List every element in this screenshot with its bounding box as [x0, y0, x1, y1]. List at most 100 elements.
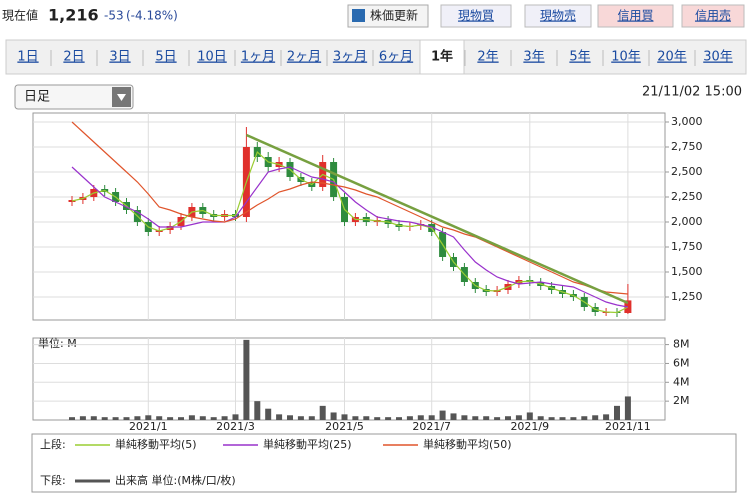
y-tick-label: 2,250 [671, 190, 703, 203]
volume-bar [199, 416, 206, 420]
change-pct: (-4.18%) [126, 9, 178, 23]
legend-box [31, 433, 737, 493]
y-tick-label: 1,750 [671, 240, 703, 253]
volume-unit: 単位: M [38, 336, 77, 350]
trade-button[interactable] [524, 4, 592, 28]
y-tick-label: 2,000 [671, 215, 703, 228]
volume-bar [330, 412, 337, 420]
volume-bar [297, 416, 304, 420]
trade-button[interactable] [597, 4, 674, 28]
legend-upper: 上段: [40, 437, 66, 451]
volume-bar [352, 416, 359, 420]
period-select[interactable] [14, 84, 134, 110]
volume-bar [167, 417, 174, 420]
tab[interactable]: 1日 [17, 50, 38, 65]
trade-button[interactable] [440, 4, 512, 28]
volume-bar [592, 415, 599, 420]
volume-bar [581, 416, 588, 420]
volume-bar [515, 415, 522, 420]
volume-bar [178, 417, 184, 420]
tab[interactable]: 2日 [63, 50, 84, 65]
tab[interactable]: 2年 [477, 50, 498, 65]
tab[interactable]: 6ヶ月 [379, 50, 413, 65]
tab[interactable]: 5日 [155, 50, 176, 65]
volume-bar [374, 417, 381, 420]
x-tick-label: 2021/5 [325, 420, 364, 433]
x-tick-label: 2021/7 [412, 420, 451, 433]
x-tick-label: 2021/3 [216, 420, 255, 433]
volume-bar [439, 410, 446, 420]
price-plot [32, 112, 666, 321]
y-tick-label: 3,000 [671, 115, 703, 128]
tab[interactable]: 3日 [109, 50, 130, 65]
volume-bar [559, 417, 566, 420]
volume-bar [145, 415, 152, 420]
tab[interactable]: 20年 [657, 50, 687, 65]
volume-bar [308, 416, 315, 420]
volume-bar [505, 416, 511, 420]
select-arrow [117, 94, 126, 101]
volume-bar [112, 417, 119, 420]
volume-bar [417, 415, 424, 420]
price: 1,216 [48, 6, 99, 25]
volume-tick-label: 8M [673, 338, 690, 351]
trade-button-text: 信用売 [695, 8, 731, 23]
volume-bar [396, 417, 402, 420]
legend-label: 単純移動平均(50) [423, 437, 512, 451]
refresh-icon [352, 9, 365, 22]
tab[interactable]: 3ヶ月 [333, 50, 367, 65]
tab[interactable]: 1ヶ月 [241, 50, 275, 65]
volume-bar [221, 416, 228, 420]
volume-bar [614, 405, 620, 420]
volume-bar [341, 414, 348, 420]
change: -53 [104, 9, 124, 23]
volume-bar [406, 416, 413, 420]
x-tick-label: 2021/11 [605, 420, 651, 433]
volume-bar [494, 417, 501, 420]
trend-line [245, 133, 629, 305]
tab[interactable]: 10年 [611, 50, 641, 65]
trade-button-text: 現物売 [540, 8, 576, 23]
tab[interactable]: 1年 [431, 49, 453, 65]
volume-bar [603, 414, 610, 420]
tab[interactable]: 10日 [197, 50, 227, 65]
legend-lower: 下段: [40, 473, 66, 487]
volume-bar [363, 416, 370, 420]
trade-button[interactable] [681, 4, 745, 28]
moving-average-line [71, 121, 628, 295]
y-tick-label: 1,500 [671, 265, 703, 278]
volume-bar [461, 415, 468, 420]
tab[interactable]: 3年 [523, 50, 544, 65]
legend-label: 単純移動平均(5) [115, 437, 197, 451]
volume-bar [526, 412, 533, 420]
price-label: 現在値 [2, 8, 38, 23]
volume-bar [548, 417, 555, 420]
volume-bar [79, 416, 86, 420]
tab-bar [5, 39, 747, 75]
refresh-text: 株価更新 [370, 8, 418, 23]
volume-bar [210, 417, 217, 420]
volume-bar [276, 414, 283, 420]
tab[interactable]: 30年 [703, 50, 733, 65]
volume-bar [90, 416, 97, 420]
volume-bar [428, 415, 435, 420]
tab[interactable]: 5年 [569, 50, 590, 65]
volume-tick-label: 4M [673, 375, 690, 388]
volume-bar [156, 416, 163, 420]
legend-label: 出来高 単位:(M株/口/枚) [115, 473, 236, 487]
trade-button-text: 現物買 [458, 9, 494, 23]
y-tick-label: 2,500 [671, 165, 703, 178]
y-tick-label: 2,750 [671, 140, 703, 153]
volume-bar [570, 417, 577, 420]
refresh-button[interactable] [347, 4, 429, 28]
volume-bar [134, 416, 141, 420]
timestamp: 21/11/02 15:00 [642, 85, 742, 100]
volume-bar [101, 417, 108, 420]
tab[interactable]: 2ヶ月 [287, 50, 321, 65]
volume-bar [287, 415, 293, 420]
volume-bar [188, 415, 195, 420]
moving-average-line [71, 166, 629, 308]
volume-bar [385, 417, 392, 420]
